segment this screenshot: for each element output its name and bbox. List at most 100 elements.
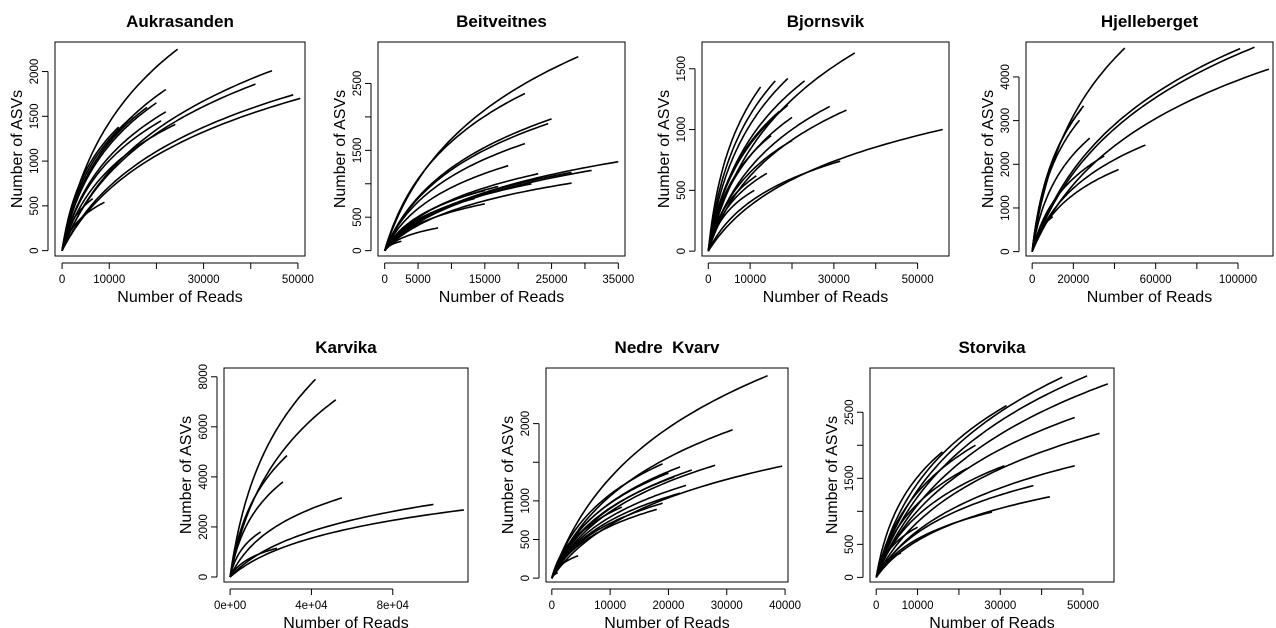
- x-tick-label: 10000: [93, 274, 125, 286]
- y-tick-label: 500: [844, 535, 856, 554]
- y-tick-label: 0: [1000, 248, 1012, 254]
- x-tick-label: 0: [59, 274, 65, 286]
- x-tick-label: 4e+04: [295, 600, 328, 612]
- rarefaction-curve: [229, 378, 317, 578]
- rarefaction-curve: [551, 506, 623, 579]
- rarefaction-curve: [551, 429, 733, 579]
- x-tick-label: 30000: [711, 600, 743, 612]
- y-tick-label: 2000: [1000, 151, 1012, 177]
- y-tick-label: 3000: [1000, 108, 1012, 134]
- y-tick-label: 4000: [198, 464, 210, 490]
- y-tick-label: 2000: [520, 411, 532, 437]
- y-tick-label: 500: [352, 208, 364, 227]
- panel-title: Bjornsvik: [787, 12, 865, 31]
- y-tick-label: 500: [676, 181, 688, 200]
- rarefaction-curve: [229, 497, 343, 578]
- y-tick-label: 1500: [676, 56, 688, 82]
- rarefaction-curve: [384, 183, 532, 252]
- x-axis-label: Number of Reads: [439, 289, 564, 306]
- rarefaction-curve: [229, 503, 434, 578]
- y-tick-label: 8000: [198, 364, 210, 390]
- y-axis-label: Number of ASVs: [9, 90, 26, 208]
- x-axis-label: Number of Reads: [763, 289, 888, 306]
- rarefaction-curve: [383, 240, 402, 252]
- x-tick-label: 5000: [405, 274, 431, 286]
- rarefaction-curve: [61, 88, 167, 251]
- x-tick-label: 0e+00: [214, 600, 246, 612]
- x-tick-label: 15000: [469, 274, 501, 286]
- plot-box: [1025, 41, 1274, 257]
- x-tick-label: 0: [873, 600, 879, 612]
- plot-box: [54, 41, 306, 257]
- y-tick-label: 0: [29, 247, 41, 253]
- y-tick-label: 1500: [844, 466, 856, 492]
- rarefaction-curve: [1031, 137, 1091, 252]
- y-tick-label: 1000: [29, 148, 41, 174]
- rarefaction-curve: [875, 465, 1005, 578]
- x-axis-label: Number of Reads: [604, 615, 729, 628]
- rarefaction-curve: [61, 198, 94, 251]
- rarefaction-curve: [229, 531, 262, 577]
- x-tick-label: 100000: [1219, 274, 1257, 286]
- y-tick-label: 1000: [1000, 195, 1012, 221]
- x-tick-label: 10000: [734, 274, 766, 286]
- rarefaction-curve: [383, 197, 475, 251]
- y-tick-label: 1000: [520, 488, 532, 514]
- rarefaction-curve: [229, 399, 337, 578]
- x-tick-label: 30000: [818, 274, 850, 286]
- plot-box: [545, 367, 789, 583]
- rarefaction-curve: [61, 123, 176, 251]
- y-axis-label: Number of ASVs: [500, 416, 517, 534]
- y-tick-label: 0: [352, 247, 364, 253]
- panel-storvika: Storvika 0 10000 30000 50000 Number of Reads 0…: [824, 338, 1115, 628]
- y-axis-label: Number of ASVs: [980, 90, 997, 208]
- rarefaction-curve: [707, 52, 856, 252]
- rarefaction-curve: [707, 77, 789, 252]
- y-tick-label: 6000: [198, 414, 210, 440]
- rarefaction-curve: [875, 432, 1100, 578]
- x-tick-label: 10000: [594, 600, 626, 612]
- rarefaction-curve: [875, 552, 902, 578]
- rarefaction-curve: [1031, 216, 1054, 252]
- rarefaction-curve: [1031, 119, 1081, 252]
- rarefaction-curve: [875, 496, 1051, 578]
- y-tick-label: 500: [520, 530, 532, 549]
- y-tick-label: 1000: [676, 117, 688, 143]
- x-tick-label: 20000: [1057, 274, 1089, 286]
- rarefaction-curve: [707, 86, 762, 252]
- rarefaction-curve: [875, 383, 1109, 578]
- plot-box: [377, 41, 626, 257]
- rarefaction-curve: [383, 171, 572, 252]
- y-tick-label: 0: [676, 248, 688, 254]
- y-tick-label: 2000: [198, 514, 210, 540]
- rarefaction-curve: [707, 241, 714, 252]
- y-axis-label: Number of ASVs: [332, 90, 349, 208]
- y-tick-label: 2500: [844, 399, 856, 425]
- x-tick-label: 20000: [652, 600, 684, 612]
- panel-title: Nedre Kvarv: [615, 338, 720, 357]
- x-tick-label: 50000: [282, 274, 314, 286]
- panel-title: Karvika: [315, 338, 377, 357]
- x-tick-label: 0: [381, 274, 387, 286]
- rarefaction-curve: [1031, 155, 1105, 252]
- y-axis-label: Number of ASVs: [178, 416, 195, 534]
- x-axis-label: Number of Reads: [117, 289, 242, 306]
- rarefaction-curve: [61, 83, 256, 251]
- rarefaction-curve: [875, 526, 918, 578]
- rarefaction-curve: [551, 571, 559, 579]
- panel-title: Storvika: [958, 338, 1026, 357]
- y-tick-label: 4000: [1000, 64, 1012, 90]
- x-tick-label: 50000: [902, 274, 934, 286]
- rarefaction-curve: [384, 160, 619, 252]
- y-tick-label: 1500: [29, 104, 41, 130]
- rarefaction-curve: [383, 203, 485, 251]
- rarefaction-curve: [1031, 47, 1241, 252]
- x-tick-label: 0: [705, 274, 711, 286]
- panel-title: Aukrasanden: [126, 12, 234, 31]
- rarefaction-curve: [383, 92, 526, 251]
- y-tick-label: 1500: [352, 138, 364, 164]
